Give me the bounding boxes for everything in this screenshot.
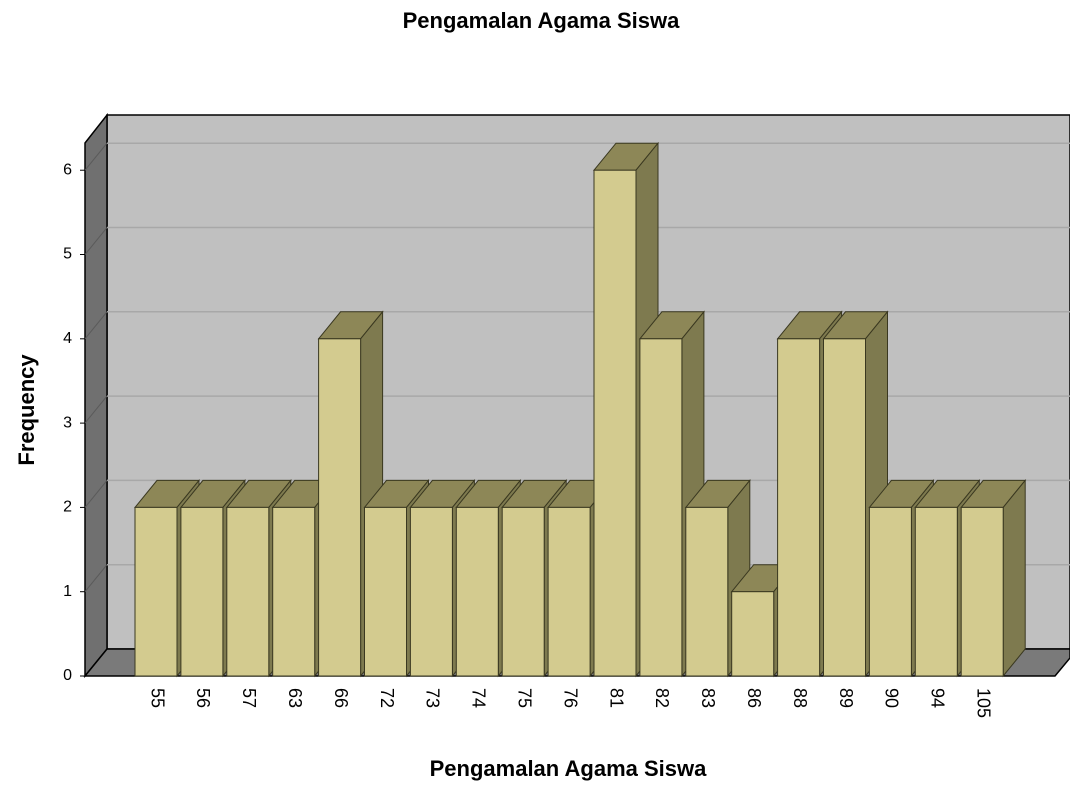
bar	[409, 506, 453, 677]
x-tick-label: 75	[514, 688, 534, 708]
grid-line-wall	[84, 564, 108, 593]
bar	[547, 506, 591, 677]
bar	[685, 506, 729, 677]
grid-line-wall	[84, 480, 108, 508]
x-tick-label: 74	[469, 688, 489, 708]
y-tick-label: 6	[63, 161, 72, 178]
bar	[180, 506, 224, 677]
x-tick-label: 86	[744, 688, 764, 708]
y-tick-label: 1	[63, 583, 72, 600]
x-tick-label: 94	[928, 688, 948, 708]
bar	[364, 506, 407, 677]
x-tick-label: 63	[285, 688, 305, 708]
left-wall	[84, 112, 108, 679]
bars	[133, 141, 1027, 678]
x-tick-label: 55	[147, 688, 167, 708]
y-axis-label: Frequency	[14, 354, 39, 466]
grid-line-wall	[84, 395, 108, 424]
x-tick-label: 90	[882, 688, 902, 708]
bar	[593, 169, 637, 677]
x-tick-label: 105	[973, 688, 993, 718]
x-tick-label: 66	[331, 688, 351, 708]
grid-line-wall	[84, 227, 108, 255]
y-tick-label: 4	[63, 330, 72, 347]
bar	[639, 338, 683, 677]
x-tick-label: 89	[836, 688, 856, 708]
x-axis-label: Pengamalan Agama Siswa	[430, 756, 708, 781]
bar	[226, 506, 270, 677]
x-tick-label: 56	[193, 688, 213, 708]
y-tick-label: 2	[63, 499, 72, 516]
y-tick-label: 3	[63, 414, 72, 431]
x-tick-label: 83	[698, 688, 718, 708]
bar	[501, 506, 545, 677]
x-tick-label: 73	[423, 688, 443, 708]
bar	[318, 338, 362, 677]
x-tick-label: 81	[606, 688, 626, 708]
x-tick-label: 72	[377, 688, 397, 708]
y-tick-label: 0	[63, 667, 72, 684]
bar	[455, 506, 499, 677]
x-tick-label: 76	[560, 688, 580, 708]
bar	[823, 338, 866, 677]
bar	[272, 506, 316, 677]
bar	[868, 506, 912, 677]
bar	[134, 506, 178, 677]
bar	[960, 506, 1004, 677]
grid-line-wall	[84, 311, 108, 340]
x-tick-label: 88	[790, 688, 810, 708]
bar-side	[1002, 479, 1026, 678]
chart-title: Pengamalan Agama Siswa	[403, 8, 681, 33]
x-tick-label: 57	[239, 688, 259, 708]
bar	[777, 338, 821, 677]
grid-line-wall	[84, 142, 108, 171]
x-tick-label: 82	[652, 688, 672, 708]
y-tick-label: 5	[63, 246, 72, 263]
bar	[914, 506, 958, 677]
bar	[731, 591, 775, 677]
